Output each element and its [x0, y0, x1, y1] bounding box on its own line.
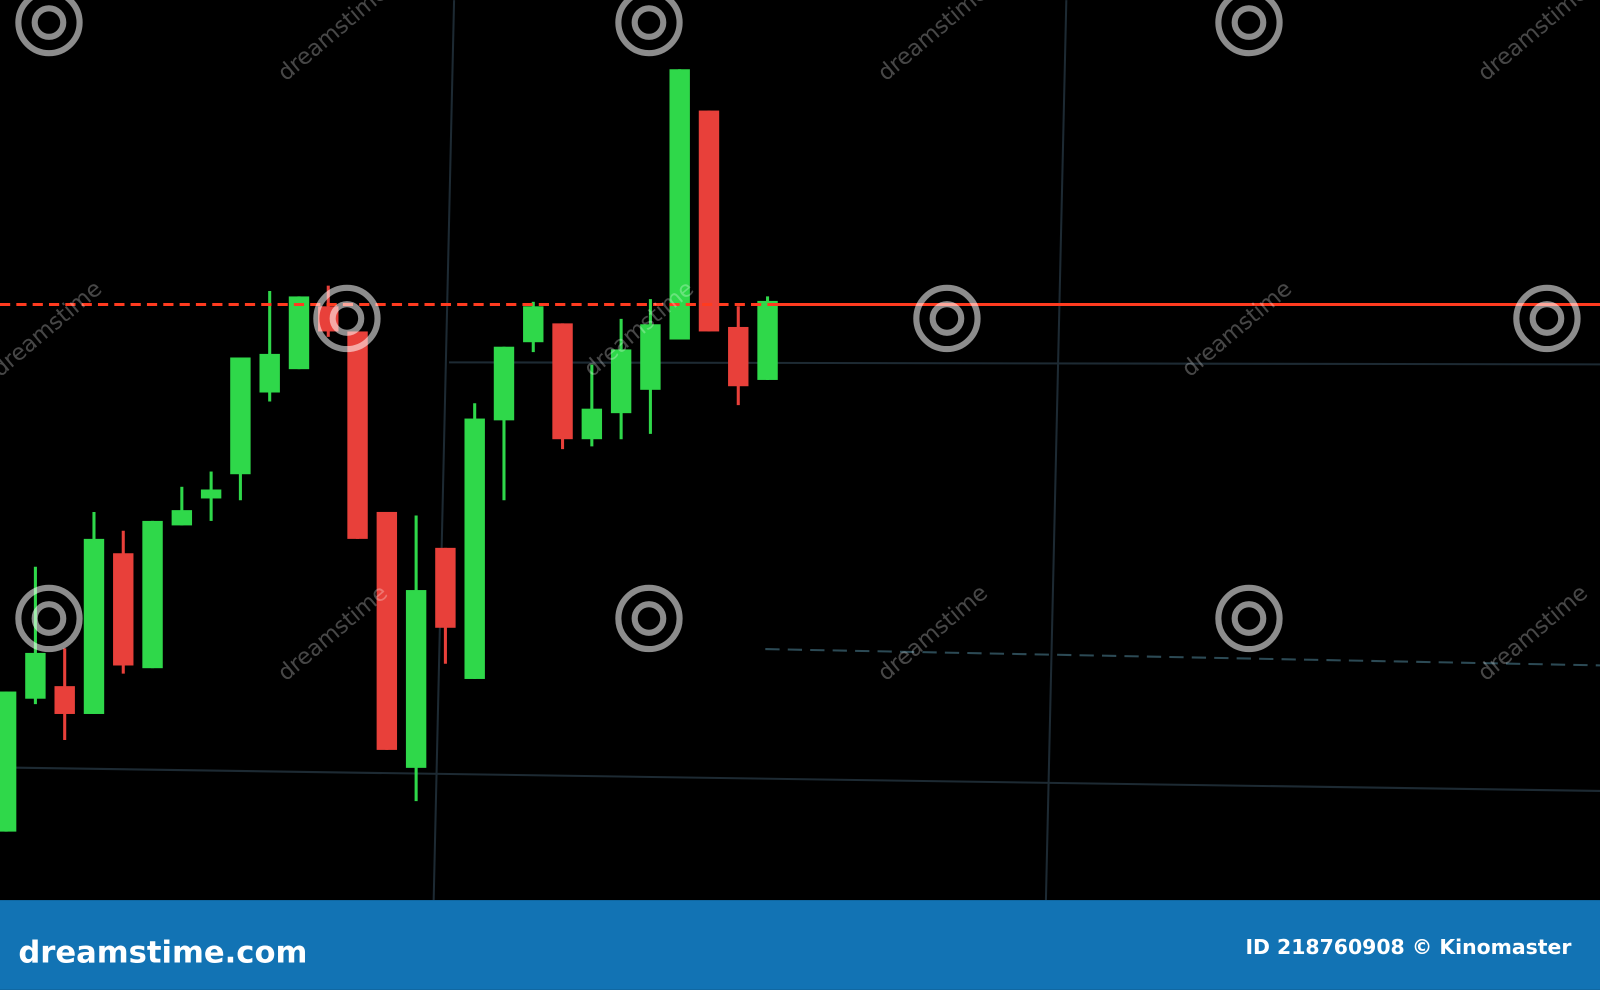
candle-body	[142, 520, 163, 669]
candle-body	[552, 323, 573, 440]
candle-body	[405, 590, 427, 768]
watermark-icon	[15, 0, 83, 57]
candle-body	[523, 306, 544, 343]
watermark-icon	[631, 601, 667, 636]
watermark-icon	[31, 601, 67, 636]
watermark-icon	[913, 284, 981, 353]
watermark-icon	[1215, 0, 1283, 57]
candle-body	[230, 357, 251, 475]
watermark-icon	[313, 284, 381, 353]
grid-line	[765, 648, 1600, 667]
chart-background	[0, 0, 1600, 900]
watermark-icon	[15, 584, 83, 653]
candle-body	[113, 553, 134, 666]
watermark-icon	[31, 5, 67, 40]
watermark-icon	[615, 584, 683, 653]
candle-body	[171, 510, 193, 526]
candle-body	[83, 538, 105, 714]
candle-body	[728, 326, 749, 387]
watermark-icon	[631, 5, 667, 40]
candle-body	[200, 489, 222, 499]
watermark-icon	[1513, 284, 1581, 353]
watermark-icon	[929, 301, 965, 336]
candle-body	[0, 691, 17, 832]
candle-body	[54, 686, 75, 714]
candle-body	[464, 418, 485, 679]
candle-body	[25, 652, 46, 699]
footer-bar	[0, 900, 1600, 990]
grid-line	[1044, 0, 1068, 901]
candle-body	[581, 408, 603, 440]
watermark-icon	[329, 301, 365, 336]
grid-line	[432, 0, 456, 901]
candle-body	[640, 324, 661, 390]
candle-body	[259, 353, 280, 393]
watermark-icon	[1231, 5, 1267, 40]
candle-body	[376, 511, 398, 750]
grid-line	[0, 766, 1600, 792]
candle-body	[669, 69, 690, 340]
watermark-icon	[1231, 601, 1267, 636]
watermark-icon	[1215, 584, 1283, 653]
footer-credit: ID 218760908 © Kinomaster	[1245, 935, 1571, 959]
candle-body	[435, 547, 456, 628]
candle-body	[757, 300, 778, 380]
candle-body	[493, 346, 515, 421]
candle-body	[347, 331, 368, 539]
candles	[0, 69, 1600, 832]
watermark-icon	[1529, 301, 1565, 336]
footer-site: dreamstime.com	[18, 935, 307, 970]
candle-body	[288, 296, 310, 370]
watermark-icon	[615, 0, 683, 57]
candle-body	[698, 110, 720, 332]
candle-body	[610, 349, 632, 414]
